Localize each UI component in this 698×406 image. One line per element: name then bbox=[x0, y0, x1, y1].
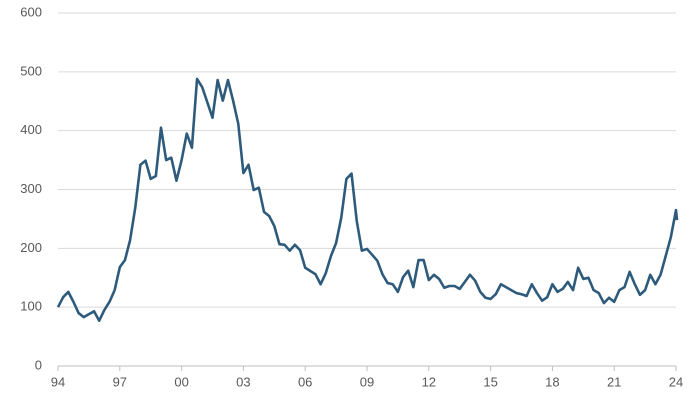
y-tick-label: 600 bbox=[20, 4, 42, 19]
x-tick-label: 94 bbox=[51, 374, 65, 389]
y-tick-label: 400 bbox=[20, 122, 42, 137]
y-tick-label: 100 bbox=[20, 299, 42, 314]
y-tick-label: 500 bbox=[20, 63, 42, 78]
x-tick-label: 21 bbox=[607, 374, 621, 389]
data-line bbox=[56, 77, 679, 322]
x-tick-label: 12 bbox=[422, 374, 436, 389]
x-tick-label: 06 bbox=[298, 374, 312, 389]
x-tick-label: 00 bbox=[174, 374, 188, 389]
x-tick-label: 15 bbox=[483, 374, 497, 389]
x-tick-label: 18 bbox=[545, 374, 559, 389]
x-tick-label: 03 bbox=[236, 374, 250, 389]
x-tick-label: 09 bbox=[360, 374, 374, 389]
y-tick-label: 0 bbox=[35, 357, 42, 372]
y-tick-label: 200 bbox=[20, 240, 42, 255]
y-tick-label: 300 bbox=[20, 181, 42, 196]
x-tick-label: 24 bbox=[669, 374, 683, 389]
x-tick-label: 97 bbox=[113, 374, 127, 389]
